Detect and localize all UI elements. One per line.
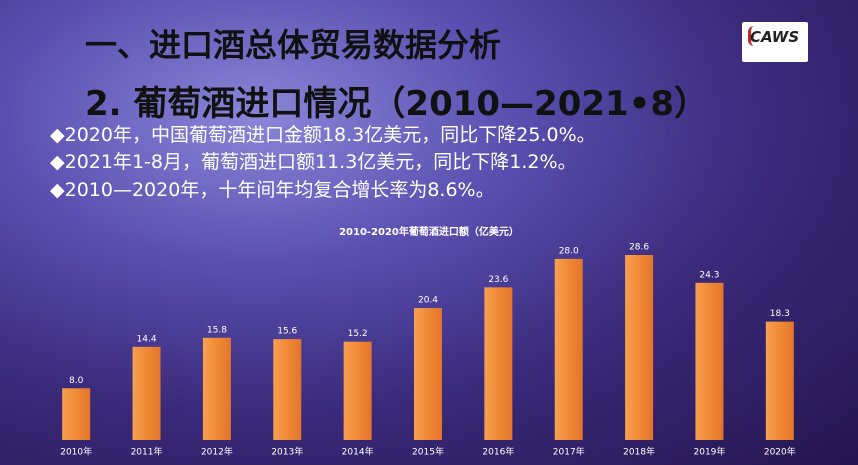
- bar: [554, 258, 583, 440]
- value-label: 14.4: [137, 334, 157, 344]
- bar: [202, 337, 231, 440]
- value-label: 18.3: [770, 309, 790, 319]
- x-tick-label: 2020年: [764, 446, 796, 458]
- bar: [695, 282, 724, 440]
- x-tick-label: 2010年: [60, 446, 92, 458]
- value-label: 24.3: [699, 270, 719, 280]
- x-tick-label: 2014年: [342, 446, 374, 458]
- x-tick-label: 2013年: [271, 446, 303, 458]
- x-tick-label: 2017年: [553, 446, 585, 458]
- bar: [132, 346, 161, 440]
- x-tick-label: 2019年: [694, 446, 726, 458]
- x-tick-label: 2016年: [482, 446, 514, 458]
- x-tick-label: 2012年: [201, 446, 233, 458]
- bar: [625, 255, 654, 440]
- bar: [765, 321, 794, 440]
- subheading: 2. 葡萄酒进口情况（2010—2021•8）: [85, 84, 709, 124]
- bullet: ◆2010—2020年，十年间年均复合增长率为8.6%。: [50, 179, 495, 201]
- value-label: 23.6: [488, 275, 508, 285]
- bar: [414, 308, 442, 440]
- bar: [343, 341, 372, 440]
- x-tick-label: 2015年: [412, 446, 444, 458]
- logo: CAWS: [742, 22, 808, 62]
- value-label: 15.8: [207, 325, 227, 335]
- x-tick-label: 2018年: [623, 446, 655, 458]
- value-label: 8.0: [69, 376, 84, 386]
- value-label: 28.6: [629, 243, 649, 253]
- value-label: 20.4: [418, 296, 438, 306]
- bullet: ◆2021年1-8月，葡萄酒进口额11.3亿美元，同比下降1.2%。: [50, 151, 577, 173]
- bullet: ◆2020年，中国葡萄酒进口金额18.3亿美元，同比下降25.0%。: [50, 124, 596, 146]
- value-label: 15.2: [348, 329, 368, 339]
- bar: [484, 287, 513, 440]
- x-tick-label: 2011年: [131, 446, 163, 458]
- logo-text: CAWS: [750, 28, 800, 46]
- bar: [273, 339, 302, 440]
- chart-title: 2010-2020年葡萄酒进口额（亿美元）: [339, 225, 519, 238]
- bar: [62, 388, 91, 440]
- heading: 一、进口酒总体贸易数据分析: [85, 26, 502, 64]
- value-label: 28.0: [559, 246, 579, 256]
- value-label: 15.6: [277, 327, 297, 337]
